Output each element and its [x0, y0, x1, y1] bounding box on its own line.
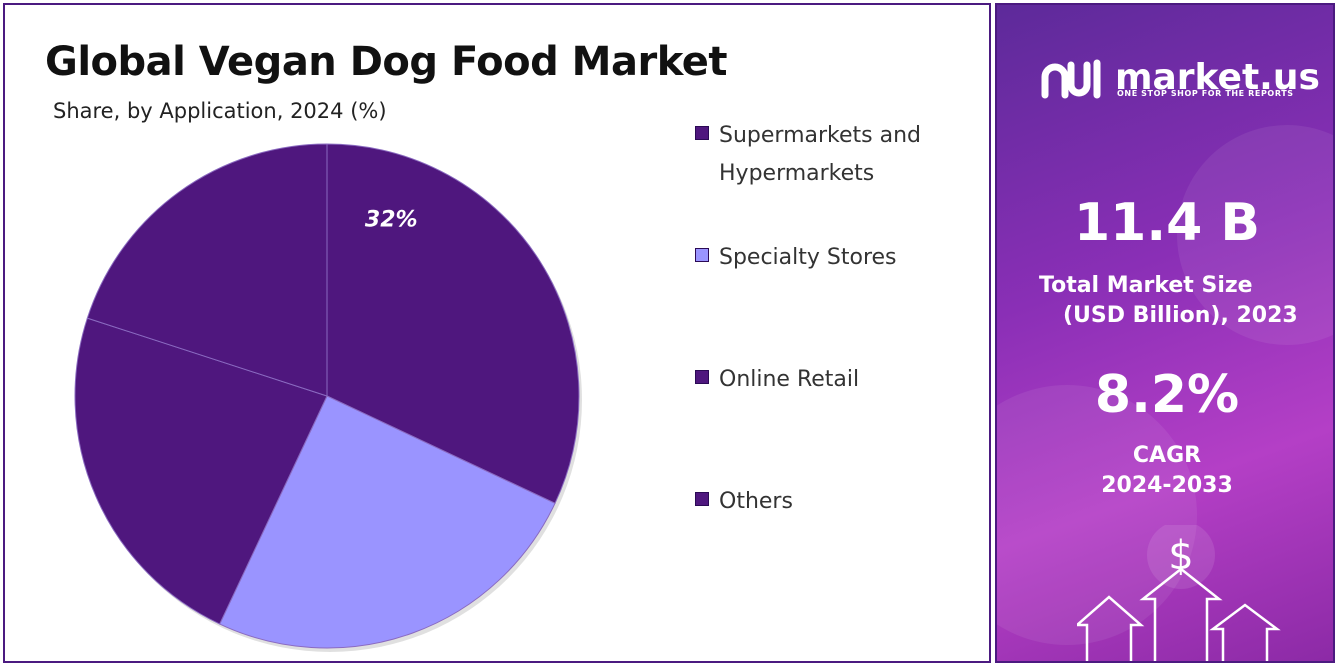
pie-slice-supermarkets-and-hypermarkets — [326, 143, 580, 504]
chart-subtitle: Share, by Application, 2024 (%) — [53, 99, 387, 123]
background-decoration — [997, 385, 1197, 645]
growth-arrows-icon: $ — [1077, 525, 1281, 661]
brand-tagline: ONE STOP SHOP FOR THE REPORTS — [1117, 89, 1294, 98]
legend-item-others: Others — [695, 483, 929, 521]
cagr-value: 8.2% — [1094, 365, 1240, 425]
pie-data-label: 32% — [365, 207, 418, 232]
dollar-symbol: $ — [1168, 533, 1193, 579]
legend-label: Supermarkets and Hypermarkets — [719, 123, 921, 186]
legend-swatch — [695, 126, 709, 140]
pie-slice-online-retail — [74, 317, 328, 625]
stats-panel: market.us ONE STOP SHOP FOR THE REPORTS … — [995, 3, 1335, 663]
chart-title: Global Vegan Dog Food Market — [45, 39, 727, 85]
pie-chart: 32% — [74, 143, 582, 652]
brand-logo: market.us — [1039, 55, 1320, 101]
market-size-label-line1: Total Market Size — [1039, 273, 1253, 298]
legend-item-specialty-stores: Specialty Stores — [695, 239, 959, 277]
legend-swatch — [695, 492, 709, 506]
cagr-label-line1: CAGR — [1132, 443, 1202, 468]
legend-item-supermarkets: Supermarkets and Hypermarkets — [695, 117, 929, 193]
legend-swatch — [695, 248, 709, 262]
chart-panel: Global Vegan Dog Food Market Share, by A… — [3, 3, 991, 663]
pie-slice-specialty-stores — [219, 395, 556, 649]
market-size-value: 11.4 B — [1073, 193, 1261, 253]
legend-label: Online Retail — [719, 367, 860, 392]
legend-swatch — [695, 370, 709, 384]
cagr-label-line2: 2024-2033 — [1101, 473, 1233, 498]
brand-name: market.us — [1115, 57, 1320, 98]
legend-item-online-retail: Online Retail — [695, 361, 929, 399]
market-us-logo-icon — [1041, 59, 1101, 99]
legend-label: Others — [719, 489, 793, 514]
legend-label: Specialty Stores — [719, 245, 897, 270]
pie-slice-others — [86, 143, 328, 397]
market-size-label-line2: (USD Billion), 2023 — [1063, 303, 1298, 328]
